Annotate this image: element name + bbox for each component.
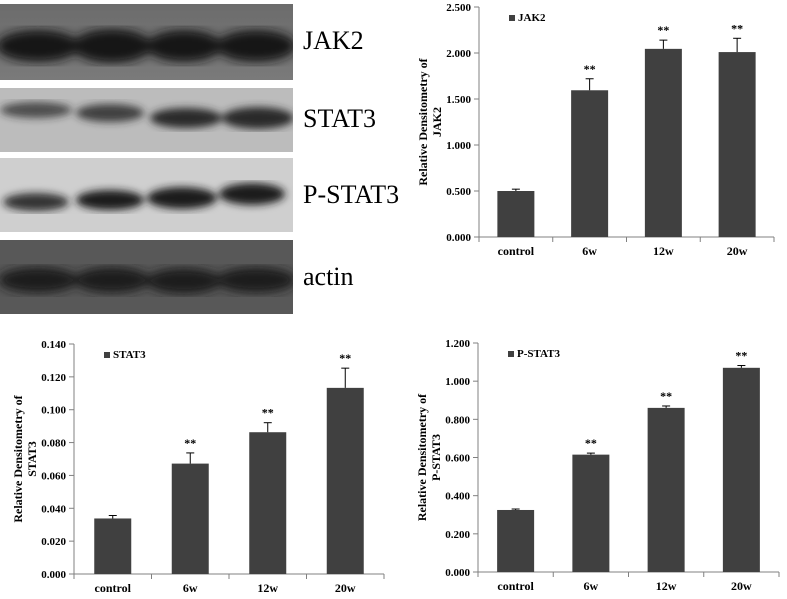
blot-stat3 xyxy=(0,88,293,152)
chart-p-stat3-svg: 0.000 0.200 0.400 0.600 0.800 1.000 1.200 Relat… xyxy=(415,338,780,593)
y-tick-label: 0.000 xyxy=(41,569,66,581)
blot-label-jak2: JAK2 xyxy=(303,26,364,55)
y-tick-label: 0.000 xyxy=(445,567,470,579)
y-tick-label: 0.100 xyxy=(41,405,66,417)
bar xyxy=(647,407,685,572)
x-tick-label: control xyxy=(498,244,535,258)
significance-label: ** xyxy=(339,351,351,365)
significance-label: ** xyxy=(184,436,196,450)
blot-jak2 xyxy=(0,4,293,80)
legend-swatch xyxy=(104,352,110,358)
blot-stat3-image xyxy=(0,88,293,152)
blot-actin-image xyxy=(0,240,293,314)
x-tick-label: 20w xyxy=(335,581,356,594)
bar xyxy=(718,52,756,237)
bar xyxy=(497,509,535,572)
y-tick-label: 0.120 xyxy=(41,372,66,384)
y-tick-label: 2.500 xyxy=(446,2,471,14)
y-tick-label: 1.000 xyxy=(445,376,470,388)
y-tick-label: 0.000 xyxy=(446,232,471,244)
y-axis-title: Relative Densitometry of JAK2 xyxy=(416,57,444,185)
y-axis-title-line: Relative Densitometry of xyxy=(416,57,430,185)
x-tick-label: 12w xyxy=(656,579,677,593)
x-tick-label: 6w xyxy=(183,581,198,594)
significance-label: ** xyxy=(585,436,597,450)
x-tick-label: control xyxy=(497,579,534,593)
x-tick-label: 20w xyxy=(727,244,748,258)
x-tick-label: control xyxy=(95,581,132,594)
legend-label: P-STAT3 xyxy=(517,348,560,360)
chart-p-stat3: 0.000 0.200 0.400 0.600 0.800 1.000 1.200 Relat… xyxy=(403,332,787,594)
x-tick-label: 20w xyxy=(731,579,752,593)
y-tick-label: 1.200 xyxy=(445,338,470,350)
significance-label: ** xyxy=(735,349,747,363)
bar xyxy=(497,191,535,237)
legend-swatch xyxy=(508,351,514,357)
y-tick-label: 0.200 xyxy=(445,529,470,541)
blot-label-stat3: STAT3 xyxy=(303,104,377,133)
significance-label: ** xyxy=(731,21,743,35)
y-axis-title: Relative Densitometry of P-STAT3 xyxy=(415,393,443,521)
blot-jak2-image xyxy=(0,4,293,80)
y-tick-label: 0.800 xyxy=(445,414,470,426)
y-tick-label: 0.600 xyxy=(445,453,470,465)
blot-actin xyxy=(0,240,293,314)
significance-label: ** xyxy=(657,23,669,37)
bar xyxy=(644,48,682,237)
blot-label-actin: actin xyxy=(303,262,354,291)
y-tick-label: 0.400 xyxy=(445,491,470,503)
y-axis-title-line: Relative Densitometry of xyxy=(11,394,25,522)
blot-p-stat3 xyxy=(0,158,293,232)
chart-stat3: 0.000 0.020 0.040 0.060 0.080 0.100 0.120 0.140… xyxy=(0,332,395,595)
bar xyxy=(249,432,287,574)
y-axis-title-line: STAT3 xyxy=(25,441,39,477)
significance-label: ** xyxy=(262,406,274,420)
y-tick-label: 0.080 xyxy=(41,438,66,450)
chart-jak2-svg: 0.000 0.500 1.000 1.500 2.000 2.500 Relative D… xyxy=(416,2,775,258)
x-tick-label: 6w xyxy=(582,244,597,258)
chart-jak2: 0.000 0.500 1.000 1.500 2.000 2.500 Relative D… xyxy=(400,0,787,266)
x-tick-label: 12w xyxy=(653,244,674,258)
blot-label-p-stat3: P-STAT3 xyxy=(303,180,400,209)
x-tick-label: 6w xyxy=(584,579,599,593)
legend-swatch xyxy=(509,15,515,21)
bar xyxy=(94,518,132,574)
y-axis-title-line: P-STAT3 xyxy=(429,434,443,481)
y-tick-label: 1.500 xyxy=(446,94,471,106)
significance-label: ** xyxy=(660,389,672,403)
y-axis-title-line: JAK2 xyxy=(430,107,444,137)
bar xyxy=(571,90,609,237)
y-tick-label: 2.000 xyxy=(446,48,471,60)
y-axis-title-line: Relative Densitometry of xyxy=(415,393,429,521)
x-tick-label: 12w xyxy=(257,581,278,594)
y-tick-label: 1.000 xyxy=(446,140,471,152)
bar xyxy=(326,387,364,574)
y-tick-label: 0.040 xyxy=(41,503,66,515)
y-tick-label: 0.020 xyxy=(41,536,66,548)
legend-label: STAT3 xyxy=(113,349,146,361)
bar xyxy=(171,463,209,574)
bar xyxy=(572,454,610,572)
significance-label: ** xyxy=(584,62,596,76)
y-axis-title: Relative Densitometry of STAT3 xyxy=(11,394,39,522)
y-tick-label: 0.140 xyxy=(41,339,66,351)
bar xyxy=(722,367,760,572)
legend-label: JAK2 xyxy=(518,12,546,24)
chart-stat3-svg: 0.000 0.020 0.040 0.060 0.080 0.100 0.120 0.140… xyxy=(11,339,385,595)
y-tick-label: 0.500 xyxy=(446,186,471,198)
blot-p-stat3-image xyxy=(0,158,293,232)
y-tick-label: 0.060 xyxy=(41,470,66,482)
